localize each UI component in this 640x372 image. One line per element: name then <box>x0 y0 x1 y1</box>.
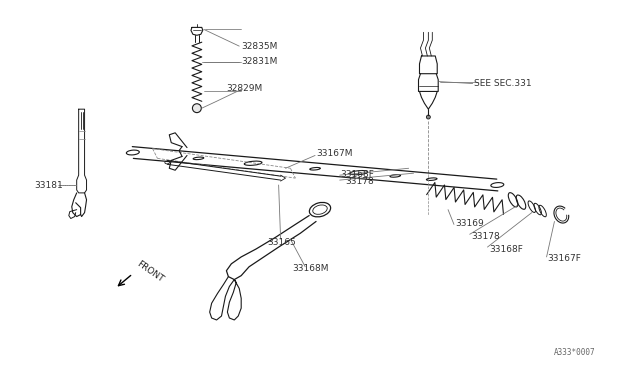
Text: A333*0007: A333*0007 <box>554 349 596 357</box>
Text: 33168F: 33168F <box>340 170 374 179</box>
Text: 32831M: 32831M <box>241 57 278 66</box>
Text: 33167F: 33167F <box>548 254 581 263</box>
Text: 33178: 33178 <box>472 232 500 241</box>
Text: SEE SEC.331: SEE SEC.331 <box>474 79 531 88</box>
Ellipse shape <box>193 104 202 113</box>
Text: FRONT: FRONT <box>135 259 165 284</box>
Ellipse shape <box>426 115 430 119</box>
Text: 33168F: 33168F <box>490 244 524 254</box>
Text: 33181: 33181 <box>35 180 63 189</box>
Text: 33169: 33169 <box>455 219 484 228</box>
Text: 33165: 33165 <box>267 238 296 247</box>
Text: 32835M: 32835M <box>241 42 278 51</box>
Text: 33178: 33178 <box>346 177 374 186</box>
Text: 32829M: 32829M <box>227 84 262 93</box>
Text: 33167M: 33167M <box>316 149 353 158</box>
Text: 33168M: 33168M <box>292 264 329 273</box>
